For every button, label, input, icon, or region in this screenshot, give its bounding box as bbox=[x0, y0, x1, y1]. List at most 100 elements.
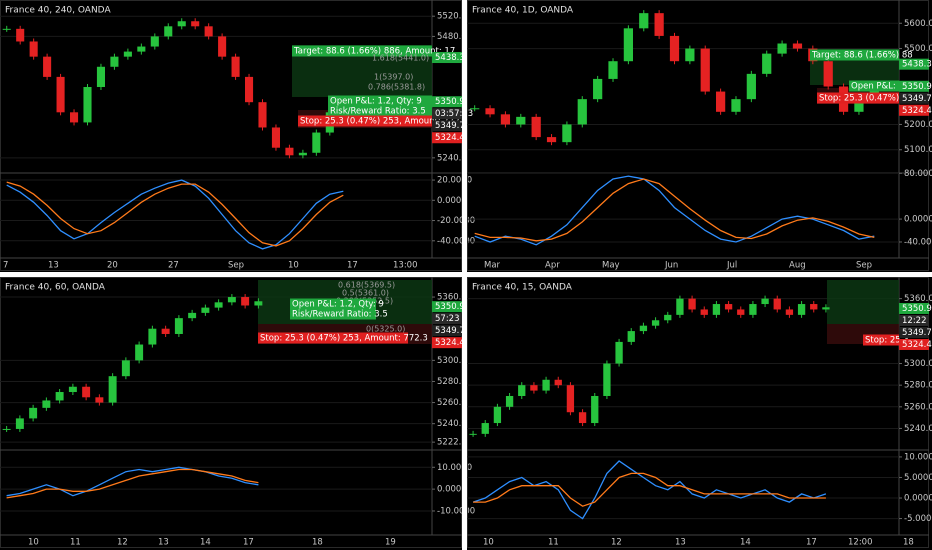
candle bbox=[669, 35, 680, 62]
price-badge bbox=[899, 58, 929, 70]
candle bbox=[792, 43, 803, 49]
price-badge bbox=[432, 108, 462, 120]
osc-tick-label: 0.0000 bbox=[437, 485, 467, 495]
price-tick-label: 5280.0 bbox=[904, 381, 932, 391]
fib-label: 0(5325.0) bbox=[366, 325, 405, 334]
candle bbox=[724, 304, 733, 310]
candle bbox=[164, 26, 173, 37]
candle bbox=[623, 28, 633, 62]
price-tick-label: 5260.0 bbox=[437, 398, 467, 408]
chart-pane: 5600.0 5500.0 5200.0 5100.0 80.0000 0.0000 -40… bbox=[467, 0, 932, 271]
price-tick-label: 5300.0 bbox=[904, 359, 932, 369]
osc-tick-label: 0.0000 bbox=[904, 215, 932, 225]
price-badge-label: 57:23 bbox=[435, 314, 460, 324]
signal-line bbox=[6, 468, 259, 499]
candle bbox=[174, 318, 183, 334]
time-label: May bbox=[602, 261, 620, 271]
fib-label: 1.618(5441.0) bbox=[372, 54, 429, 63]
pane-separator bbox=[0, 272, 932, 277]
candle bbox=[516, 116, 526, 125]
candle bbox=[150, 36, 159, 47]
price-badge-label: 03:57:23 bbox=[435, 109, 473, 119]
candle bbox=[214, 302, 223, 308]
candle bbox=[241, 297, 250, 306]
time-label: 10 bbox=[28, 538, 39, 548]
position-zone bbox=[827, 280, 899, 324]
time-label: 10 bbox=[288, 261, 299, 271]
candle bbox=[593, 78, 603, 100]
candle bbox=[542, 379, 550, 391]
candle bbox=[685, 48, 695, 62]
candle bbox=[608, 61, 618, 79]
price-tick-label: 5500.0 bbox=[904, 44, 932, 54]
price-badge bbox=[899, 338, 929, 350]
price-tick-label: 5520.0 bbox=[437, 12, 467, 22]
annotation-label: Open P&L: 1.2, Qty: 9 bbox=[330, 97, 422, 107]
candle bbox=[749, 304, 757, 315]
osc-tick-label: 10.0000 bbox=[904, 452, 932, 462]
price-badge-label: 5349.7 bbox=[902, 328, 932, 338]
candle bbox=[676, 298, 684, 315]
pane-title: France 40, 240, OANDA bbox=[5, 6, 111, 16]
candle bbox=[664, 314, 672, 321]
time-label: 14 bbox=[200, 538, 211, 548]
candle bbox=[83, 87, 92, 123]
price-badge-label: 5438.3 bbox=[435, 53, 465, 63]
time-label: Sep bbox=[856, 261, 872, 271]
price-tick-label: 5240.0 bbox=[437, 419, 467, 429]
price-tick-label: 5240.0 bbox=[904, 424, 932, 434]
price-badge-label: 5324.4 bbox=[902, 106, 932, 116]
candle bbox=[70, 112, 79, 123]
candle bbox=[615, 341, 623, 364]
candle bbox=[123, 51, 132, 57]
annotation-label: Stop: 25.3 (0.47%) 25 bbox=[819, 94, 913, 104]
price-badge-label: 5350.9 bbox=[902, 304, 932, 314]
fib-label: 0.786(5381.8) bbox=[368, 83, 425, 92]
candle bbox=[639, 13, 649, 29]
candle bbox=[485, 108, 495, 115]
candle bbox=[121, 360, 130, 377]
candle bbox=[254, 301, 263, 306]
candle bbox=[731, 99, 741, 112]
time-label: 17 bbox=[347, 261, 358, 271]
candle bbox=[298, 152, 307, 156]
candle bbox=[191, 21, 200, 27]
time-label: 19 bbox=[385, 538, 396, 548]
price-tick-label: 5360.0 bbox=[437, 293, 467, 303]
annotation-label: Open P&L: 1.2, Qty: 9 bbox=[292, 300, 384, 310]
candle bbox=[546, 137, 557, 143]
price-tick-label: 5600.0 bbox=[904, 19, 932, 29]
candle bbox=[823, 61, 833, 87]
candle bbox=[42, 400, 51, 408]
price-badge-label: 5324.4 bbox=[435, 133, 465, 143]
pane-border bbox=[467, 0, 929, 271]
candle bbox=[500, 114, 511, 125]
candle bbox=[737, 309, 745, 315]
osc-tick-label: -40.0000 bbox=[437, 236, 475, 246]
annotation-label: Target: 88.6 (1.66%) 886, Amount: 17 bbox=[293, 47, 455, 57]
annotation-label: Stop: 25.3 bbox=[865, 336, 909, 346]
price-badge bbox=[432, 301, 462, 313]
osc-tick-label: 0.0000 bbox=[904, 494, 932, 504]
price-tick-label: 5280.0 bbox=[437, 377, 467, 387]
candle bbox=[470, 108, 480, 110]
price-badge-label: 5350.9 bbox=[435, 302, 465, 312]
candle bbox=[785, 309, 794, 315]
candle bbox=[161, 328, 170, 334]
candle bbox=[148, 328, 157, 345]
pane-title: France 40, 60, OANDA bbox=[5, 283, 106, 293]
time-label: 10 bbox=[483, 538, 494, 548]
chart-pane: 5360.0 5300.0 5280.0 5260.0 5240.0 5222.5 10.0… bbox=[0, 277, 475, 548]
candle bbox=[29, 407, 38, 419]
price-badge-label: 5349.7 bbox=[435, 121, 465, 131]
signal-line bbox=[473, 472, 826, 507]
candle bbox=[716, 91, 726, 112]
candle bbox=[68, 386, 77, 393]
candle bbox=[854, 99, 864, 112]
annotation-box bbox=[863, 334, 899, 346]
candle bbox=[16, 28, 25, 42]
time-label: 27 bbox=[168, 261, 179, 271]
candle bbox=[761, 298, 769, 305]
annotation-label: Open P&L: 1.2 bbox=[851, 82, 912, 92]
